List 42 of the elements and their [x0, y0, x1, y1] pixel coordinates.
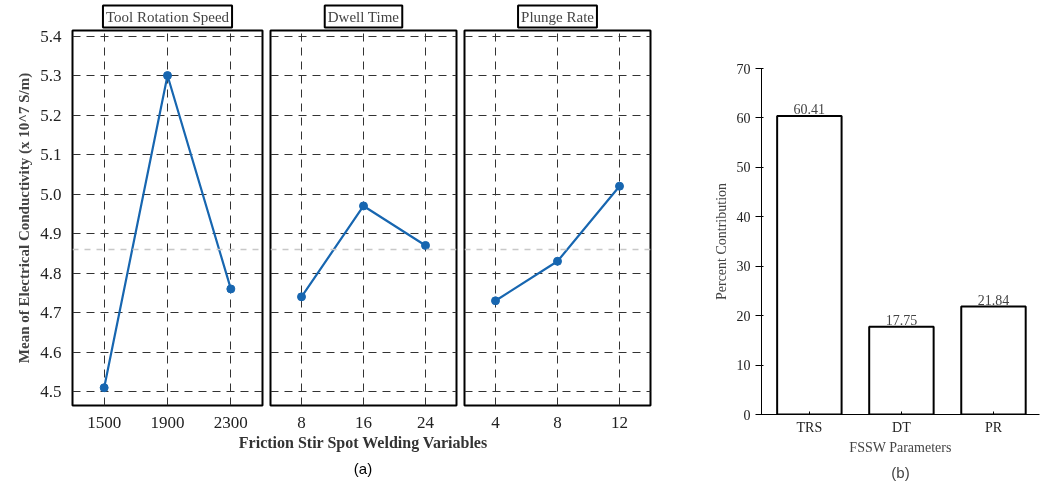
x-tick-label: 24	[417, 412, 435, 432]
data-label: 60.41	[793, 101, 826, 117]
x-tick-label: 1900	[150, 412, 185, 432]
x-tick-label: 16	[355, 412, 372, 432]
y-tick-label: 20	[736, 308, 751, 324]
y-tick-label: 5.4	[40, 26, 62, 46]
y-tick-label: 4.7	[40, 303, 62, 323]
y-tick-label: 4.5	[40, 382, 62, 402]
y-tick-label: 5.3	[40, 66, 62, 86]
y-axis-title: Mean of Electrical Conductivity (x 10^7 S/m)	[16, 72, 34, 364]
y-tick-label: 30	[736, 259, 751, 275]
text: (a)	[353, 459, 373, 479]
chart-title: Dwell Time	[327, 8, 400, 25]
y-tick-label: 40	[736, 209, 751, 225]
y-tick-label: 4.9	[40, 224, 62, 244]
y-tick-label: 60	[736, 110, 751, 126]
data-label: 21.84	[977, 292, 1010, 308]
y-tick-label: 5.1	[40, 145, 62, 165]
y-tick-label: 5.0	[40, 184, 62, 204]
y-axis-title: Percent Contribution	[713, 182, 729, 301]
x-axis-title: FSSW Parameters	[849, 439, 952, 455]
x-tick-label: 12	[611, 412, 628, 432]
x-tick-label: 2300	[213, 412, 248, 432]
x-tick-label: 1500	[87, 412, 122, 432]
chart-title: Tool Rotation Speed	[105, 8, 230, 25]
y-tick-label: 70	[736, 61, 751, 77]
x-axis-title: Friction Stir Spot Welding Variables	[238, 433, 488, 454]
y-tick-label: 5.2	[40, 105, 62, 125]
chart-title: Plunge Rate	[521, 8, 595, 25]
x-tick-label: 4	[491, 412, 501, 432]
y-tick-label: 10	[736, 358, 751, 374]
x-tick-label: TRS	[796, 419, 823, 435]
x-tick-label: DT	[892, 419, 912, 435]
data-label: 17.75	[885, 312, 918, 328]
x-tick-label: 8	[553, 412, 562, 432]
text: (b)	[891, 463, 910, 481]
y-tick-label: 50	[736, 160, 751, 176]
x-tick-label: 8	[297, 412, 306, 432]
y-tick-label: 0	[743, 407, 751, 423]
x-tick-label: PR	[984, 419, 1003, 435]
y-tick-label: 4.8	[40, 263, 62, 283]
y-tick-label: 4.6	[40, 342, 62, 362]
